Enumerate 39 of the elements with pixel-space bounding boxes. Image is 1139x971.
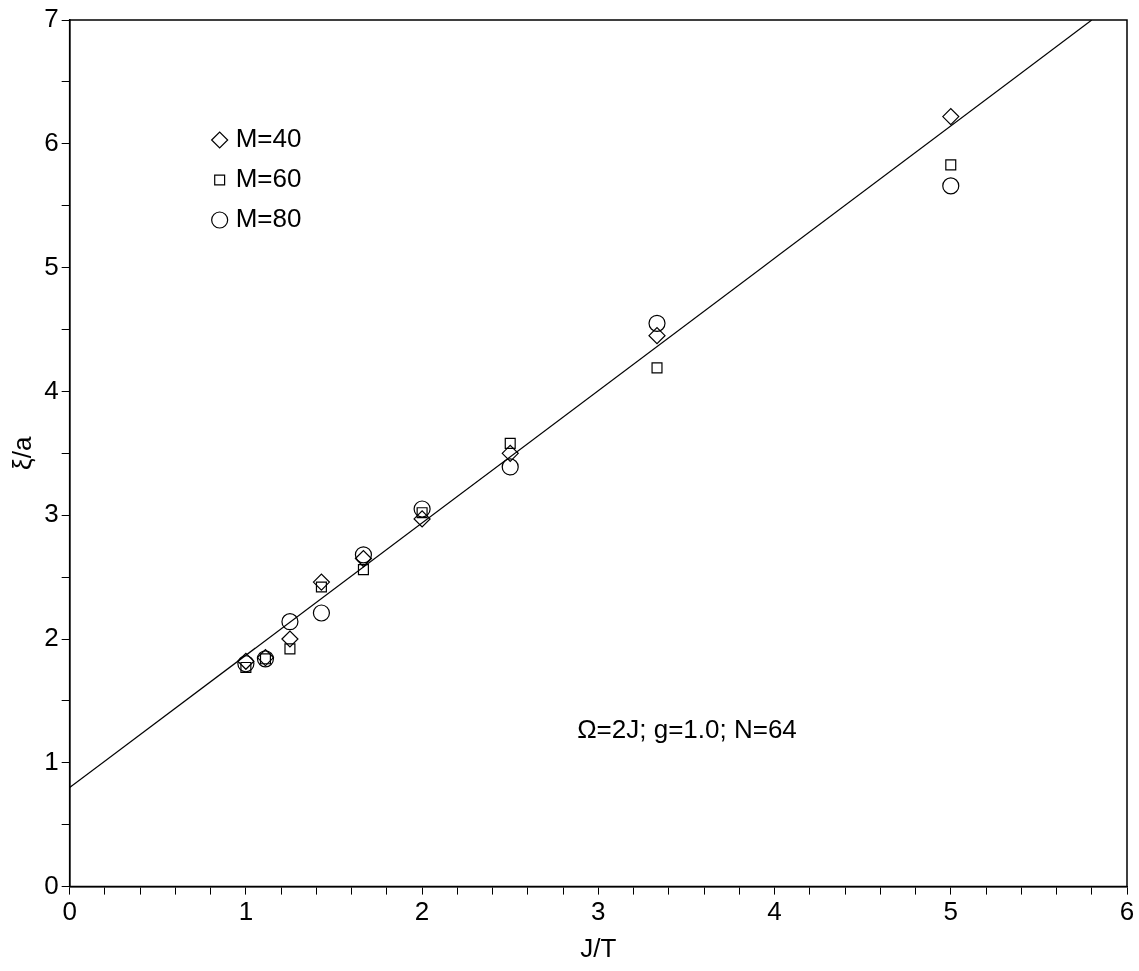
y-tick-label: 1 bbox=[44, 745, 59, 776]
legend-label: M=80 bbox=[235, 203, 302, 234]
x-tick-label: 5 bbox=[943, 896, 959, 927]
point bbox=[357, 564, 369, 576]
point bbox=[413, 500, 431, 518]
point bbox=[413, 510, 431, 528]
x-tick-label: 1 bbox=[238, 896, 254, 927]
point bbox=[501, 444, 519, 462]
point bbox=[504, 437, 516, 449]
x-tick-label: 6 bbox=[1119, 896, 1135, 927]
annotation: Ω=2J; g=1.0; N=64 bbox=[577, 713, 797, 744]
point bbox=[651, 362, 663, 374]
y-tick-label: 5 bbox=[44, 250, 59, 281]
point bbox=[942, 177, 960, 195]
y-tick-label: 6 bbox=[44, 126, 59, 157]
y-tick-label: 0 bbox=[44, 869, 59, 900]
x-tick-label: 4 bbox=[767, 896, 782, 927]
legend-label: M=60 bbox=[235, 163, 302, 194]
y-axis-title: ξ/a bbox=[6, 436, 37, 470]
point bbox=[501, 458, 519, 476]
point bbox=[281, 630, 299, 648]
point bbox=[648, 314, 666, 332]
y-tick-label: 2 bbox=[44, 622, 59, 653]
point bbox=[312, 573, 331, 591]
point bbox=[942, 107, 960, 126]
x-tick-label: 3 bbox=[591, 896, 606, 927]
x-tick-label: 2 bbox=[414, 896, 430, 927]
y-tick-label: 3 bbox=[44, 498, 59, 529]
y-tick-label: 7 bbox=[44, 3, 59, 34]
x-axis-title: J/T bbox=[580, 932, 617, 963]
legend-label: M=40 bbox=[235, 123, 302, 154]
point bbox=[648, 327, 666, 345]
y-tick-label: 4 bbox=[44, 374, 59, 405]
point bbox=[354, 546, 373, 564]
point bbox=[312, 604, 331, 622]
point bbox=[354, 549, 373, 568]
point bbox=[945, 159, 957, 171]
point bbox=[284, 643, 296, 655]
point bbox=[281, 613, 299, 631]
